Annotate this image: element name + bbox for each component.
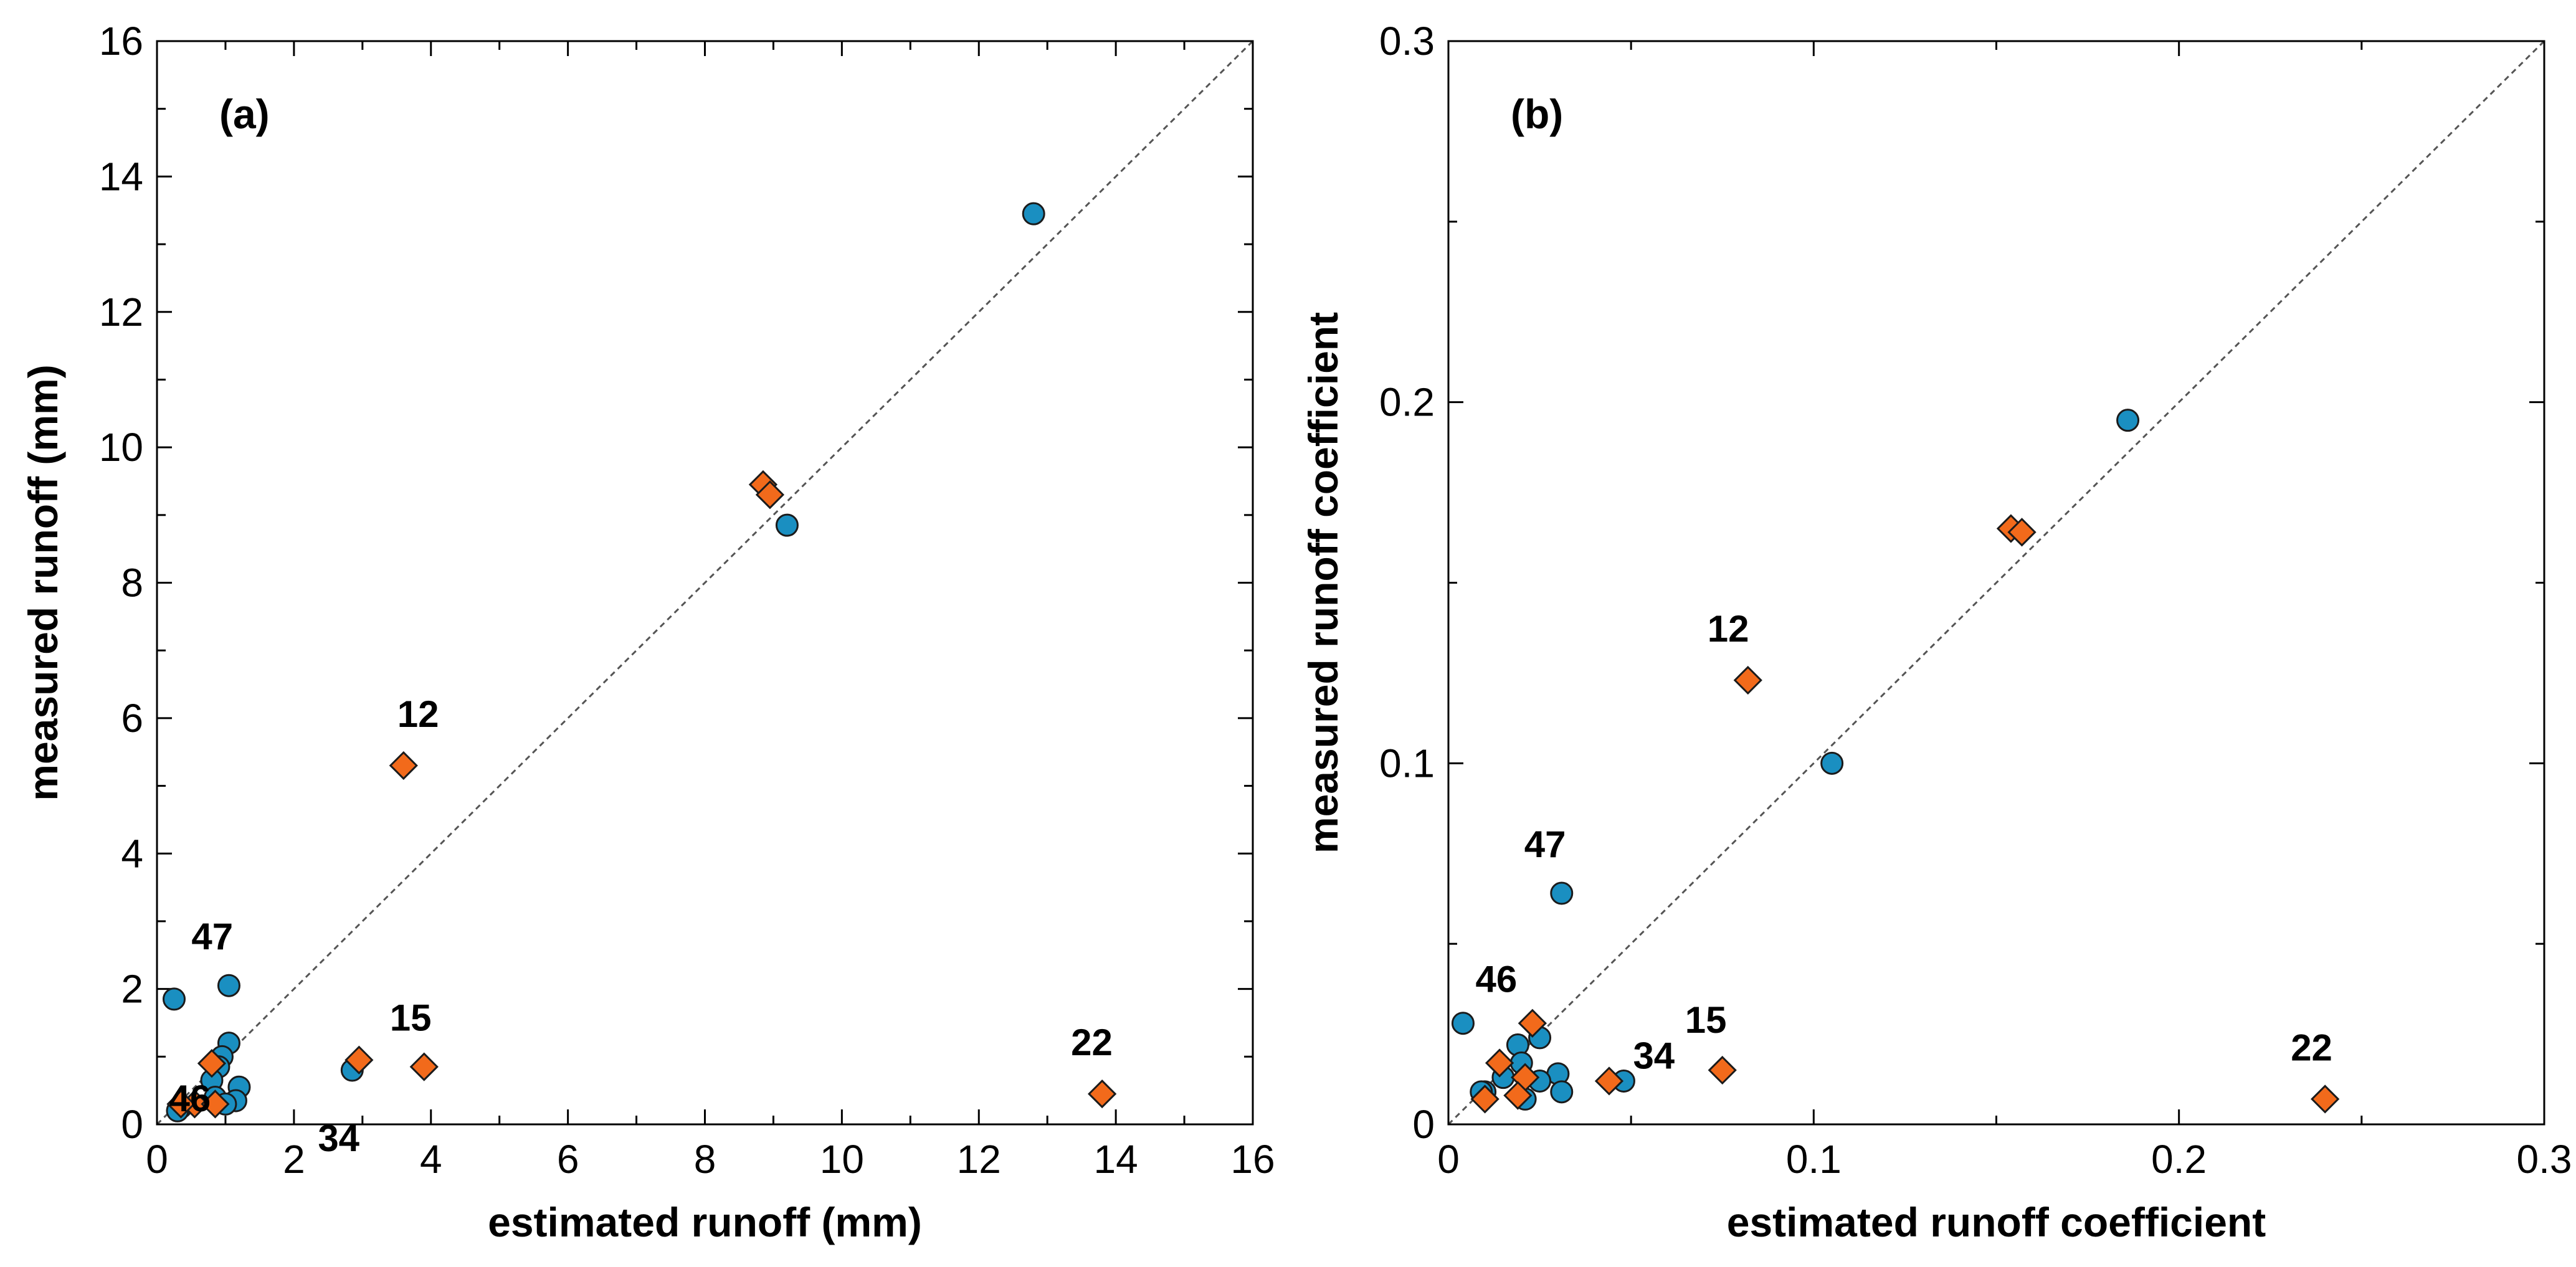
- y-tick-label: 14: [99, 154, 143, 199]
- circle-point: [1022, 202, 1045, 225]
- point-label-34: 34: [318, 1118, 359, 1159]
- panel-label: (a): [219, 91, 270, 137]
- diamond-point: [389, 751, 418, 781]
- diamond-point: [1518, 1008, 1547, 1038]
- point-label-12: 12: [1708, 608, 1749, 650]
- y-tick-label: 12: [99, 290, 143, 335]
- point-label-12: 12: [397, 693, 439, 735]
- point-label-47: 47: [1524, 823, 1566, 865]
- circle-point: [1550, 881, 1574, 905]
- x-axis-title: estimated runoff (mm): [488, 1199, 922, 1245]
- diamond-point: [2007, 518, 2037, 547]
- x-axis-title: estimated runoff coefficient: [1727, 1199, 2266, 1245]
- y-tick-label: 0.1: [1379, 741, 1435, 785]
- x-tick-label: 12: [957, 1137, 1001, 1182]
- x-tick-label: 8: [694, 1137, 716, 1182]
- circle-point: [217, 974, 240, 997]
- point-label-47: 47: [191, 916, 233, 957]
- reference-line: [156, 40, 1254, 1126]
- x-tick-label: 4: [420, 1137, 442, 1182]
- y-tick-label: 4: [121, 831, 143, 876]
- x-tick-label: 14: [1094, 1137, 1138, 1182]
- point-label-22: 22: [2291, 1027, 2332, 1068]
- diamond-point: [345, 1045, 374, 1075]
- diamond-point: [409, 1052, 439, 1081]
- x-tick-label: 6: [557, 1137, 579, 1182]
- y-tick-label: 8: [121, 561, 143, 605]
- y-tick-label: 0.3: [1379, 19, 1435, 64]
- circle-point: [162, 987, 186, 1011]
- y-tick-label: 2: [121, 967, 143, 1012]
- reference-line: [1447, 40, 2545, 1126]
- x-tick-label: 0: [1437, 1137, 1460, 1182]
- x-tick-label: 2: [283, 1137, 305, 1182]
- point-label-22: 22: [1071, 1022, 1113, 1063]
- circle-point: [775, 513, 799, 537]
- diamond-point: [2311, 1084, 2340, 1114]
- y-tick-label: 0.2: [1379, 380, 1435, 425]
- x-tick-label: 0.3: [2517, 1137, 2572, 1182]
- x-tick-label: 0.1: [1786, 1137, 1842, 1182]
- y-tick-label: 0: [1412, 1102, 1435, 1147]
- point-label-34: 34: [1633, 1035, 1675, 1076]
- y-tick-label: 6: [121, 696, 143, 741]
- y-tick-label: 0: [121, 1102, 143, 1147]
- diamond-point: [1088, 1079, 1117, 1109]
- circle-point: [1550, 1080, 1574, 1104]
- diamond-point: [1708, 1055, 1737, 1085]
- diamond-point: [201, 1089, 230, 1119]
- point-label-15: 15: [390, 997, 432, 1039]
- diamond-point: [1503, 1081, 1533, 1110]
- diamond-point: [166, 1089, 196, 1119]
- panel-b: 0 0.1 0.2 0.3 0 0.1 0.2 0.3 estimated runoff coe…: [1300, 19, 2572, 1245]
- point-label-15: 15: [1685, 999, 1727, 1041]
- panel-label: (b): [1511, 91, 1563, 137]
- x-tick-label: 10: [820, 1137, 864, 1182]
- point-label-46: 46: [169, 1078, 211, 1119]
- point-label-46: 46: [1475, 959, 1517, 1000]
- x-tick-label: 16: [1230, 1137, 1275, 1182]
- circle-point: [2116, 409, 2140, 432]
- y-tick-label: 16: [99, 19, 143, 64]
- diamond-point: [1594, 1066, 1624, 1096]
- x-tick-label: 0.2: [2151, 1137, 2207, 1182]
- y-tick-label: 10: [99, 425, 143, 470]
- diamond-point: [197, 1049, 227, 1078]
- circle-point: [1820, 751, 1844, 775]
- circle-point: [1451, 1012, 1475, 1035]
- diamond-point: [1485, 1048, 1514, 1078]
- y-axis-title: measured runoff (mm): [20, 364, 66, 800]
- y-axis-title: measured runoff coefficient: [1300, 312, 1346, 853]
- diamond-point: [1733, 665, 1762, 695]
- diamond-point: [755, 480, 785, 510]
- x-tick-label: 0: [146, 1137, 168, 1182]
- diamond-point: [1470, 1084, 1499, 1114]
